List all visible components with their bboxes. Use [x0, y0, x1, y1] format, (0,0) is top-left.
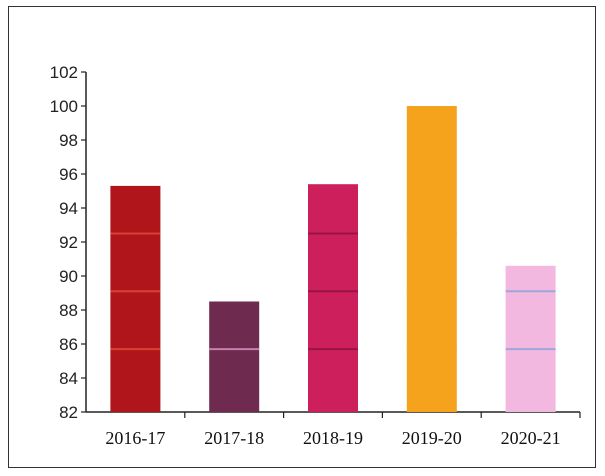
x-tick-label-2020-21: 2020-21 — [501, 428, 561, 448]
chart-bars — [110, 106, 556, 412]
y-tick-label: 82 — [59, 403, 78, 422]
bar-2016-17 — [110, 185, 161, 412]
y-tick-label: 92 — [59, 233, 78, 252]
y-tick-label: 94 — [59, 199, 78, 218]
y-tick-label: 96 — [59, 165, 78, 184]
x-tick-label-2019-20: 2019-20 — [402, 428, 462, 448]
x-tick-label-2018-19: 2018-19 — [303, 428, 363, 448]
y-tick-label: 88 — [59, 301, 78, 320]
y-tick-label: 84 — [59, 369, 78, 388]
x-tick-label-2016-17: 2016-17 — [105, 428, 165, 448]
bar-2019-20 — [406, 106, 457, 412]
y-tick-label: 100 — [50, 97, 78, 116]
bar-2017-18 — [209, 301, 260, 412]
y-tick-label: 86 — [59, 335, 78, 354]
y-tick-label: 102 — [50, 63, 78, 82]
x-tick-label-2017-18: 2017-18 — [204, 428, 264, 448]
bar-2020-21 — [505, 265, 556, 412]
y-tick-label: 98 — [59, 131, 78, 150]
x-tick-labels: 2016-17 2017-18 2018-19 2019-20 2020-21 — [105, 428, 560, 448]
y-tick-label: 90 — [59, 267, 78, 286]
y-tick-labels: 82 84 86 88 90 92 94 96 98 100 102 — [50, 63, 78, 422]
bar-2018-19 — [308, 184, 358, 412]
chart-frame — [8, 6, 596, 468]
